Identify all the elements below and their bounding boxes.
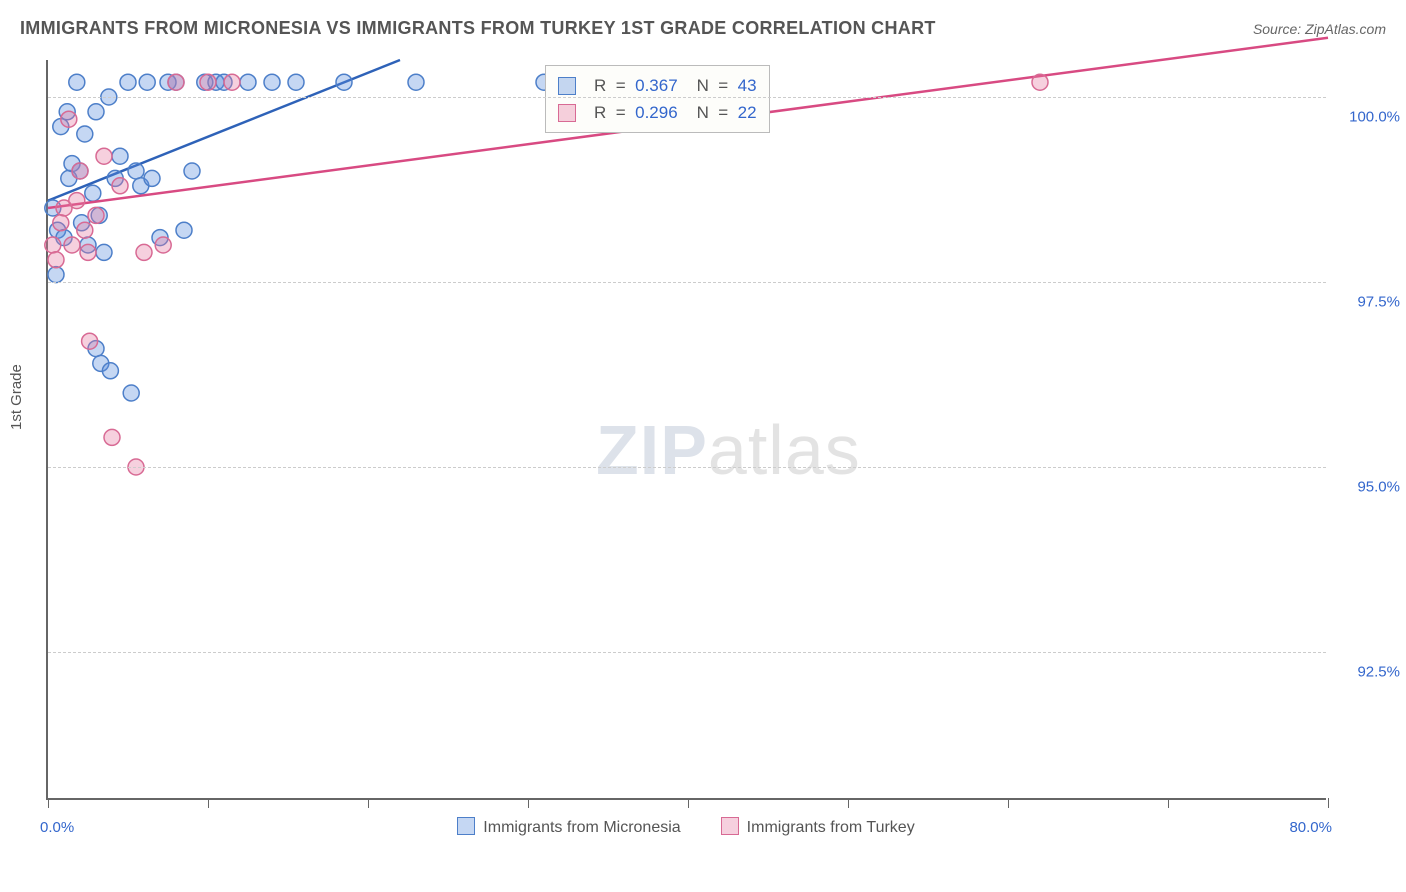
- data-point: [48, 267, 64, 283]
- x-tick: [1328, 798, 1329, 808]
- x-tick: [368, 798, 369, 808]
- data-point: [88, 104, 104, 120]
- data-point: [77, 222, 93, 238]
- data-point: [120, 74, 136, 90]
- data-point: [80, 244, 96, 260]
- data-point: [53, 215, 69, 231]
- x-tick: [528, 798, 529, 808]
- series-swatch: [721, 817, 739, 835]
- data-point: [288, 74, 304, 90]
- x-tick: [1008, 798, 1009, 808]
- correlation-row: R = 0.296 N = 22: [558, 99, 757, 126]
- data-point: [168, 74, 184, 90]
- correlation-row: R = 0.367 N = 43: [558, 72, 757, 99]
- series-swatch: [558, 104, 576, 122]
- data-point: [88, 207, 104, 223]
- data-point: [102, 363, 118, 379]
- data-point: [96, 148, 112, 164]
- data-point: [82, 333, 98, 349]
- data-point: [1032, 74, 1048, 90]
- data-point: [69, 74, 85, 90]
- data-point: [139, 74, 155, 90]
- data-point: [224, 74, 240, 90]
- gridline: [48, 282, 1326, 283]
- data-point: [408, 74, 424, 90]
- data-point: [155, 237, 171, 253]
- data-point: [200, 74, 216, 90]
- chart-header: IMMIGRANTS FROM MICRONESIA VS IMMIGRANTS…: [20, 18, 1386, 39]
- x-tick: [208, 798, 209, 808]
- gridline: [48, 467, 1326, 468]
- y-tick-label: 95.0%: [1336, 479, 1400, 496]
- data-point: [144, 170, 160, 186]
- data-point: [64, 237, 80, 253]
- data-point: [85, 185, 101, 201]
- y-axis-label: 1st Grade: [8, 364, 25, 430]
- data-point: [264, 74, 280, 90]
- data-point: [69, 193, 85, 209]
- data-point: [184, 163, 200, 179]
- legend-item: Immigrants from Turkey: [721, 817, 915, 837]
- chart-source: Source: ZipAtlas.com: [1253, 21, 1386, 37]
- data-point: [61, 111, 77, 127]
- data-point: [240, 74, 256, 90]
- legend-item: Immigrants from Micronesia: [457, 817, 680, 837]
- x-tick: [48, 798, 49, 808]
- y-tick-label: 100.0%: [1336, 109, 1400, 126]
- data-point: [48, 252, 64, 268]
- data-point: [128, 163, 144, 179]
- data-point: [96, 244, 112, 260]
- data-point: [45, 237, 61, 253]
- data-point: [336, 74, 352, 90]
- data-point: [77, 126, 93, 142]
- data-point: [136, 244, 152, 260]
- x-tick: [1168, 798, 1169, 808]
- data-point: [104, 429, 120, 445]
- chart-svg: [48, 60, 1326, 798]
- correlation-box: R = 0.367 N = 43R = 0.296 N = 22: [545, 65, 770, 133]
- data-point: [72, 163, 88, 179]
- data-point: [112, 178, 128, 194]
- x-max-label: 80.0%: [1289, 819, 1332, 836]
- x-tick: [688, 798, 689, 808]
- gridline: [48, 652, 1326, 653]
- bottom-legend: Immigrants from Micronesia Immigrants fro…: [46, 817, 1326, 837]
- series-swatch: [457, 817, 475, 835]
- y-tick-label: 92.5%: [1336, 664, 1400, 681]
- x-tick: [848, 798, 849, 808]
- gridline: [48, 97, 1326, 98]
- plot-area: ZIPatlas R = 0.367 N = 43R = 0.296 N = 2…: [46, 60, 1326, 800]
- data-point: [176, 222, 192, 238]
- x-axis-row: 0.0% Immigrants from MicronesiaImmigrant…: [46, 812, 1326, 842]
- data-point: [123, 385, 139, 401]
- y-tick-label: 97.5%: [1336, 294, 1400, 311]
- legend-label: Immigrants from Turkey: [747, 819, 915, 836]
- legend-label: Immigrants from Micronesia: [483, 819, 680, 836]
- chart-title: IMMIGRANTS FROM MICRONESIA VS IMMIGRANTS…: [20, 18, 936, 39]
- series-swatch: [558, 77, 576, 95]
- data-point: [112, 148, 128, 164]
